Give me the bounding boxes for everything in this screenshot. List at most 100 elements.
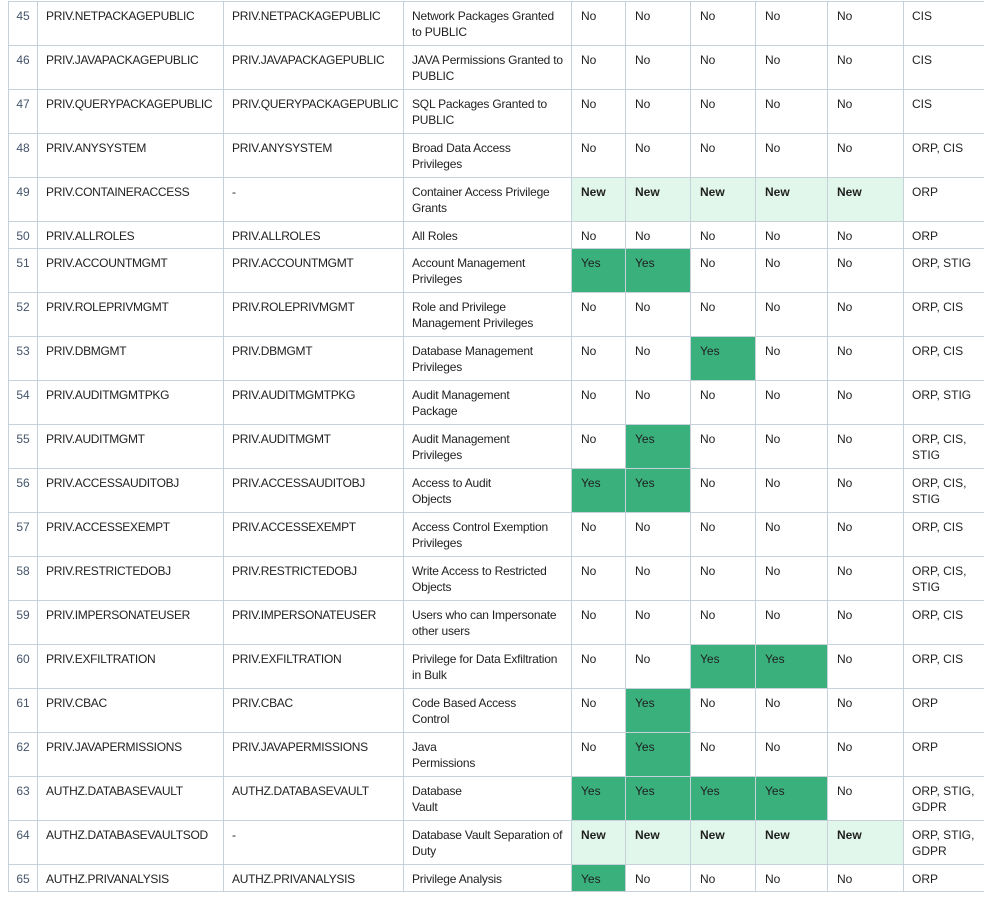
value-cell: No <box>827 89 904 134</box>
value-cell: No <box>625 336 691 381</box>
value-cell: No <box>690 424 756 469</box>
tags-cell: ORP <box>903 864 984 892</box>
privilege-id-alt-cell: PRIV.ACCESSEXEMPT <box>223 512 404 557</box>
row-number-cell: 62 <box>8 732 38 777</box>
value-cell: No <box>827 133 904 178</box>
value-cell: No <box>571 89 626 134</box>
value-cell: No <box>690 512 756 557</box>
privilege-id-cell: PRIV.ACCESSAUDITOBJ <box>37 468 224 513</box>
privilege-id-cell: PRIV.AUDITMGMTPKG <box>37 380 224 425</box>
value-cell: No <box>755 424 828 469</box>
value-cell: Yes <box>690 776 756 821</box>
row-number-cell: 53 <box>8 336 38 381</box>
value-cell: No <box>827 45 904 90</box>
value-cell: No <box>827 600 904 645</box>
value-cell: New <box>571 177 626 222</box>
value-cell: New <box>690 820 756 865</box>
privilege-id-alt-cell: PRIV.JAVAPERMISSIONS <box>223 732 404 777</box>
privilege-id-cell: AUTHZ.DATABASEVAULT <box>37 776 224 821</box>
description-cell: Network Packages Granted to PUBLIC <box>403 1 572 46</box>
value-cell: Yes <box>625 424 691 469</box>
table-row: 60 PRIV.EXFILTRATION PRIV.EXFILTRATION P… <box>8 644 984 689</box>
row-number-cell: 60 <box>8 644 38 689</box>
row-number-cell: 63 <box>8 776 38 821</box>
value-cell: New <box>755 820 828 865</box>
value-cell: No <box>625 221 691 249</box>
value-cell: No <box>625 864 691 892</box>
value-cell: Yes <box>571 248 626 293</box>
table-row: 64 AUTHZ.DATABASEVAULTSOD - Database Vau… <box>8 820 984 865</box>
table-row: 63 AUTHZ.DATABASEVAULT AUTHZ.DATABASEVAU… <box>8 776 984 821</box>
value-cell: No <box>625 556 691 601</box>
table-row: 57 PRIV.ACCESSEXEMPT PRIV.ACCESSEXEMPT A… <box>8 512 984 557</box>
tags-cell: ORP <box>903 688 984 733</box>
privilege-id-alt-cell: PRIV.ALLROLES <box>223 221 404 249</box>
value-cell: New <box>571 820 626 865</box>
privilege-id-alt-cell: PRIV.IMPERSONATEUSER <box>223 600 404 645</box>
table-row: 45 PRIV.NETPACKAGEPUBLIC PRIV.NETPACKAGE… <box>8 1 984 46</box>
value-cell: New <box>625 820 691 865</box>
value-cell: No <box>571 556 626 601</box>
row-number-cell: 56 <box>8 468 38 513</box>
value-cell: No <box>571 133 626 178</box>
privilege-id-cell: PRIV.JAVAPERMISSIONS <box>37 732 224 777</box>
value-cell: No <box>571 292 626 337</box>
value-cell: Yes <box>625 248 691 293</box>
value-cell: No <box>625 89 691 134</box>
privilege-id-alt-cell: PRIV.AUDITMGMTPKG <box>223 380 404 425</box>
value-cell: No <box>827 644 904 689</box>
tags-cell: ORP, STIG <box>903 380 984 425</box>
description-cell: Users who can Impersonate other users <box>403 600 572 645</box>
value-cell: No <box>755 292 828 337</box>
value-cell: No <box>625 292 691 337</box>
description-cell: Database Vault <box>403 776 572 821</box>
privilege-id-cell: PRIV.IMPERSONATEUSER <box>37 600 224 645</box>
value-cell: No <box>690 864 756 892</box>
value-cell: No <box>827 556 904 601</box>
value-cell: No <box>690 1 756 46</box>
tags-cell: ORP, CIS <box>903 512 984 557</box>
value-cell: No <box>690 221 756 249</box>
privilege-id-cell: AUTHZ.DATABASEVAULTSOD <box>37 820 224 865</box>
table-row: 52 PRIV.ROLEPRIVMGMT PRIV.ROLEPRIVMGMT R… <box>8 292 984 337</box>
description-cell: Write Access to Restricted Objects <box>403 556 572 601</box>
value-cell: No <box>827 512 904 557</box>
value-cell: No <box>571 380 626 425</box>
row-number-cell: 65 <box>8 864 38 892</box>
privilege-id-cell: PRIV.AUDITMGMT <box>37 424 224 469</box>
tags-cell: ORP <box>903 221 984 249</box>
description-cell: All Roles <box>403 221 572 249</box>
privilege-id-alt-cell: PRIV.AUDITMGMT <box>223 424 404 469</box>
table-row: 47 PRIV.QUERYPACKAGEPUBLIC PRIV.QUERYPAC… <box>8 89 984 134</box>
value-cell: No <box>827 380 904 425</box>
value-cell: No <box>827 336 904 381</box>
value-cell: Yes <box>690 336 756 381</box>
privilege-id-cell: PRIV.ACCOUNTMGMT <box>37 248 224 293</box>
value-cell: No <box>690 600 756 645</box>
privilege-id-cell: AUTHZ.PRIVANALYSIS <box>37 864 224 892</box>
value-cell: No <box>755 221 828 249</box>
privilege-id-alt-cell: PRIV.DBMGMT <box>223 336 404 381</box>
value-cell: No <box>690 248 756 293</box>
row-number-cell: 61 <box>8 688 38 733</box>
value-cell: No <box>690 89 756 134</box>
privilege-id-cell: PRIV.QUERYPACKAGEPUBLIC <box>37 89 224 134</box>
value-cell: No <box>755 688 828 733</box>
description-cell: Role and Privilege Management Privileges <box>403 292 572 337</box>
privileges-table: 45 PRIV.NETPACKAGEPUBLIC PRIV.NETPACKAGE… <box>8 1 984 892</box>
privilege-id-alt-cell: AUTHZ.DATABASEVAULT <box>223 776 404 821</box>
tags-cell: CIS <box>903 1 984 46</box>
description-cell: Code Based Access Control <box>403 688 572 733</box>
value-cell: No <box>625 133 691 178</box>
tags-cell: ORP, STIG <box>903 248 984 293</box>
row-number-cell: 52 <box>8 292 38 337</box>
value-cell: No <box>827 424 904 469</box>
tags-cell: ORP <box>903 177 984 222</box>
value-cell: Yes <box>571 468 626 513</box>
value-cell: No <box>571 644 626 689</box>
description-cell: Database Management Privileges <box>403 336 572 381</box>
privilege-id-alt-cell: AUTHZ.PRIVANALYSIS <box>223 864 404 892</box>
privilege-id-alt-cell: PRIV.RESTRICTEDOBJ <box>223 556 404 601</box>
table-row: 51 PRIV.ACCOUNTMGMT PRIV.ACCOUNTMGMT Acc… <box>8 248 984 293</box>
privilege-id-alt-cell: PRIV.ANYSYSTEM <box>223 133 404 178</box>
